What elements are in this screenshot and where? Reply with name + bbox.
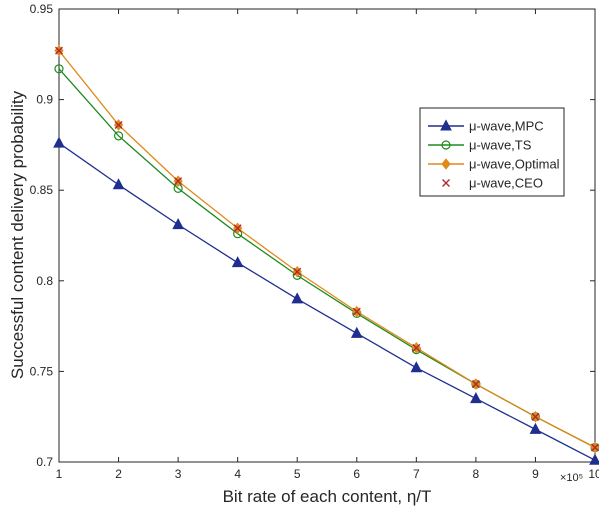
series-layer: [53, 44, 599, 465]
series-0: [53, 136, 599, 465]
data-point: [470, 392, 482, 404]
legend-label: μ-wave,MPC: [469, 119, 544, 134]
legend-marker: [441, 158, 451, 170]
data-point: [172, 218, 184, 230]
legend: μ-wave,MPC μ-wave,TS μ-wave,Optimal μ-wave,…: [419, 107, 565, 197]
legend-label: μ-wave,CEO: [469, 176, 543, 191]
plot-area: [58, 8, 596, 463]
legend-entry: μ-wave,Optimal: [428, 157, 560, 172]
data-point: [293, 267, 302, 276]
x-axis-label: Bit rate of each content, η/T: [223, 487, 432, 506]
y-tick-label: 0.7: [36, 455, 53, 469]
x-tick-label: 7: [413, 467, 420, 481]
x-tick-label: 6: [353, 467, 360, 481]
y-tick-label: 0.75: [30, 364, 54, 378]
x-tick-label: 8: [473, 467, 480, 481]
x-tick-label: 5: [294, 467, 301, 481]
data-point: [233, 224, 242, 233]
x-tick-label: 3: [175, 467, 182, 481]
data-point: [591, 443, 599, 452]
y-tick-label: 0.95: [30, 2, 54, 16]
legend-label: μ-wave,Optimal: [469, 157, 560, 172]
y-tick-label: 0.8: [36, 274, 53, 288]
x-tick-label: 10: [588, 467, 599, 481]
legend-marker: [442, 179, 450, 187]
data-point: [350, 326, 363, 338]
data-point: [54, 64, 64, 74]
x-axis-ticks: 1 2 3 4 5 6 7 8 9 10: [56, 9, 599, 481]
y-tick-label: 0.9: [36, 93, 53, 107]
data-point: [231, 256, 244, 268]
data-point: [291, 292, 304, 304]
series-line: [58, 50, 596, 449]
y-tick-label: 0.85: [30, 183, 54, 197]
x-tick-label: 9: [532, 467, 539, 481]
y-axis-ticks: 0.7 0.75 0.8 0.85 0.9 0.95: [30, 2, 595, 469]
data-point: [113, 131, 124, 141]
x-multiplier-label: ×10⁵: [560, 472, 583, 484]
data-point: [471, 380, 480, 389]
data-point: [174, 177, 183, 186]
data-point: [412, 343, 421, 352]
data-point: [112, 178, 125, 190]
legend-marker: [440, 119, 452, 131]
data-point: [529, 422, 542, 434]
series-line: [58, 142, 596, 461]
data-point: [53, 136, 65, 148]
x-tick-label: 1: [56, 467, 63, 481]
legend-entry: μ-wave,TS: [428, 138, 532, 153]
data-point: [589, 453, 599, 465]
legend-label: μ-wave,TS: [469, 138, 532, 153]
legend-box: [419, 107, 565, 197]
y-axis-label: Successful content delivery probability: [8, 90, 27, 379]
data-point: [531, 412, 540, 421]
data-point: [55, 46, 63, 55]
legend-marker: [441, 140, 451, 150]
x-tick-label: 4: [234, 467, 241, 481]
data-point: [352, 307, 361, 316]
x-tick-label: 2: [115, 467, 122, 481]
legend-entry: μ-wave,CEO: [442, 176, 543, 191]
series-3: [55, 46, 599, 452]
legend-entry: μ-wave,MPC: [428, 119, 544, 134]
data-point: [410, 361, 423, 373]
data-point: [114, 120, 123, 129]
